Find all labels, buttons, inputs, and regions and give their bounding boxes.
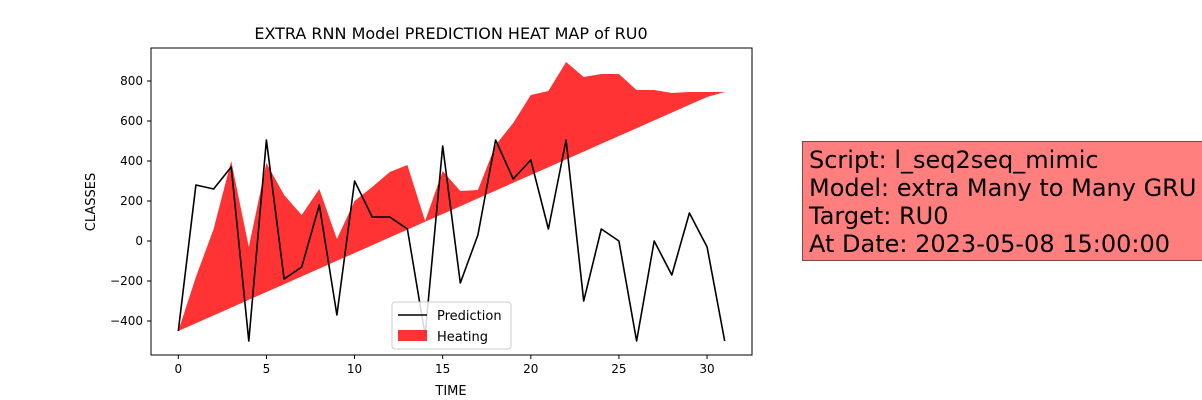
chart-title: EXTRA RNN Model PREDICTION HEAT MAP of R… [254,24,647,43]
y-tick-label: 0 [135,234,143,248]
heating-area [178,62,725,331]
x-tick-label: 30 [699,362,714,376]
x-axis: 0 5 10 15 20 25 30 [174,355,715,376]
x-tick-label: 20 [523,362,538,376]
y-axis-label: CLASSES [84,173,99,231]
y-tick-label: −200 [110,274,143,288]
x-axis-label: TIME [434,384,466,399]
x-tick-label: 0 [174,362,182,376]
x-tick-label: 25 [611,362,626,376]
y-tick-label: 800 [120,74,143,88]
y-tick-label: 600 [120,114,143,128]
legend-swatch-heating [398,330,427,341]
info-script: Script: l_seq2seq_mimic [809,146,1099,174]
info-box: Script: l_seq2seq_mimic Model: extra Man… [802,141,1202,261]
x-tick-label: 10 [347,362,362,376]
x-tick-label: 5 [263,362,271,376]
info-model: Model: extra Many to Many GRU [809,174,1197,202]
y-tick-label: 200 [120,194,143,208]
y-axis: −400 −200 0 200 400 600 800 [110,74,151,328]
prediction-line [177,139,726,342]
legend: Prediction Heating [391,301,512,350]
x-tick-label: 15 [435,362,450,376]
info-target: Target: RU0 [809,202,949,230]
info-date: At Date: 2023-05-08 15:00:00 [809,230,1171,258]
y-tick-label: −400 [110,314,143,328]
legend-label-prediction: Prediction [437,309,502,324]
plot-area [177,62,726,342]
legend-label-heating: Heating [437,330,488,345]
y-tick-label: 400 [120,154,143,168]
